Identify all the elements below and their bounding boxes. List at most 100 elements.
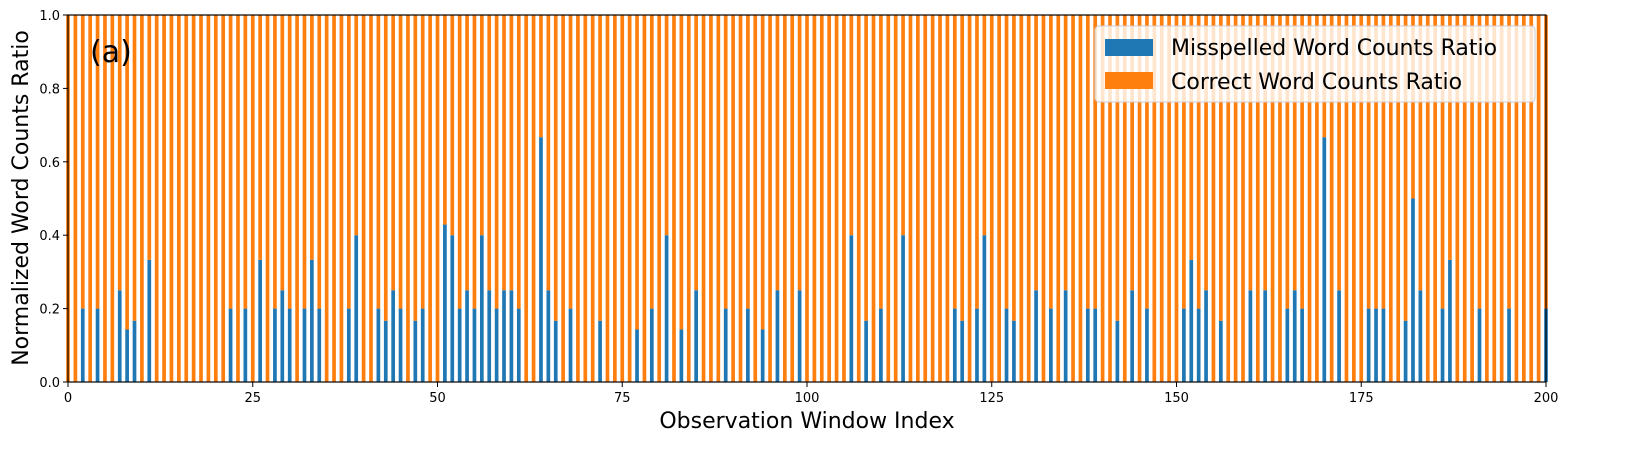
- bar-correct-76: [627, 15, 632, 382]
- bar-misspelled-181: [1403, 320, 1408, 382]
- bar-correct-32: [302, 15, 307, 309]
- bar-correct-171: [1329, 15, 1334, 382]
- bar-correct-22: [228, 15, 233, 309]
- bar-correct-48: [420, 15, 425, 309]
- bar-correct-55: [472, 15, 477, 309]
- bar-correct-110: [879, 15, 883, 309]
- bar-correct-157: [1226, 15, 1231, 382]
- bar-misspelled-79: [649, 308, 654, 382]
- bar-correct-142: [1115, 15, 1120, 321]
- bar-misspelled-110: [879, 308, 883, 382]
- bar-misspelled-162: [1263, 290, 1268, 382]
- bar-correct-23: [236, 15, 240, 382]
- bar-misspelled-172: [1337, 290, 1341, 382]
- bar-correct-37: [339, 15, 344, 382]
- bar-misspelled-29: [280, 290, 285, 382]
- bar-misspelled-153: [1196, 308, 1201, 382]
- bar-correct-114: [908, 15, 913, 382]
- bar-correct-174: [1352, 15, 1356, 382]
- bar-correct-128: [1012, 15, 1016, 321]
- bar-misspelled-26: [258, 259, 262, 382]
- bar-misspelled-45: [398, 308, 403, 382]
- bar-correct-168: [1307, 15, 1312, 382]
- bar-correct-75: [620, 15, 625, 382]
- y-tick-label: 0.8: [39, 82, 60, 97]
- bar-correct-73: [605, 15, 610, 382]
- bar-correct-11: [147, 15, 152, 260]
- bar-correct-89: [723, 15, 728, 309]
- bar-misspelled-59: [502, 290, 506, 382]
- bar-correct-35: [324, 15, 329, 382]
- bar-correct-16: [184, 15, 189, 382]
- bar-correct-69: [576, 15, 580, 382]
- bar-misspelled-154: [1204, 290, 1208, 382]
- panel-annotation: (a): [90, 35, 132, 70]
- bar-correct-109: [871, 15, 876, 382]
- bar-misspelled-170: [1322, 137, 1327, 382]
- bar-correct-189: [1462, 15, 1467, 382]
- bar-correct-5: [103, 15, 107, 382]
- bar-correct-66: [553, 15, 558, 321]
- bar-correct-46: [406, 15, 410, 382]
- bar-misspelled-139: [1093, 308, 1098, 382]
- bar-correct-167: [1300, 15, 1304, 309]
- bar-correct-12: [154, 15, 159, 382]
- bar-correct-98: [790, 15, 795, 382]
- bar-correct-136: [1071, 15, 1075, 382]
- bar-misspelled-113: [901, 235, 905, 382]
- bar-correct-159: [1241, 15, 1245, 382]
- bar-misspelled-61: [516, 308, 521, 382]
- bar-correct-152: [1189, 15, 1194, 260]
- legend-box: [1094, 25, 1536, 103]
- bar-misspelled-47: [413, 320, 418, 382]
- bar-correct-193: [1492, 15, 1497, 382]
- bar-correct-120: [952, 15, 957, 309]
- bar-correct-40: [361, 15, 366, 382]
- bar-misspelled-66: [553, 320, 558, 382]
- bar-misspelled-123: [975, 308, 979, 382]
- bar-correct-119: [945, 15, 950, 382]
- bar-correct-13: [162, 15, 166, 382]
- bar-correct-111: [886, 15, 891, 382]
- bar-correct-116: [923, 15, 928, 382]
- bar-correct-24: [243, 15, 248, 309]
- bar-correct-125: [989, 15, 994, 382]
- bar-misspelled-65: [546, 290, 551, 382]
- bar-correct-26: [258, 15, 262, 260]
- bar-correct-186: [1440, 15, 1445, 309]
- bar-correct-59: [502, 15, 506, 291]
- bar-misspelled-72: [598, 320, 602, 382]
- bar-misspelled-68: [568, 308, 573, 382]
- bar-correct-194: [1499, 15, 1504, 382]
- bar-correct-173: [1344, 15, 1349, 382]
- bar-misspelled-121: [960, 320, 965, 382]
- bar-correct-118: [938, 15, 942, 382]
- bar-correct-91: [738, 15, 743, 382]
- bar-correct-10: [140, 15, 144, 382]
- bar-misspelled-186: [1440, 308, 1445, 382]
- bar-misspelled-191: [1477, 308, 1482, 382]
- bar-correct-27: [265, 15, 270, 382]
- bar-correct-92: [746, 15, 750, 309]
- x-tick-label: 150: [1164, 391, 1189, 406]
- bar-correct-97: [782, 15, 787, 382]
- legend: Misspelled Word Counts Ratio Correct Wor…: [1094, 25, 1536, 103]
- bar-misspelled-33: [310, 259, 314, 382]
- bar-correct-49: [428, 15, 432, 382]
- bar-correct-7: [117, 15, 122, 291]
- bar-correct-183: [1418, 15, 1423, 291]
- bar-correct-6: [110, 15, 115, 382]
- bar-correct-107: [856, 15, 861, 382]
- bar-correct-2: [80, 15, 85, 309]
- bar-correct-179: [1388, 15, 1393, 382]
- bar-correct-122: [967, 15, 972, 382]
- bar-misspelled-38: [346, 308, 351, 382]
- x-tick-label: 175: [1349, 391, 1374, 406]
- bar-correct-95: [768, 15, 772, 382]
- bar-misspelled-195: [1507, 308, 1511, 382]
- bar-misspelled-99: [797, 290, 802, 382]
- y-tick-label: 0.6: [39, 156, 60, 171]
- bar-correct-192: [1485, 15, 1489, 382]
- bar-correct-133: [1049, 15, 1053, 309]
- bar-correct-43: [383, 15, 388, 321]
